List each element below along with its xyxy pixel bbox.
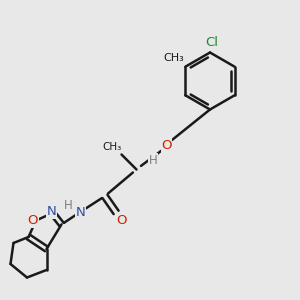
Text: O: O: [161, 139, 172, 152]
Text: CH₃: CH₃: [103, 142, 122, 152]
Text: N: N: [47, 205, 57, 218]
Text: Cl: Cl: [205, 35, 218, 49]
Text: CH₃: CH₃: [163, 53, 184, 63]
Text: H: H: [64, 199, 73, 212]
Text: O: O: [28, 214, 38, 227]
Text: N: N: [76, 206, 85, 220]
Text: H: H: [148, 154, 158, 167]
Text: O: O: [116, 214, 127, 227]
